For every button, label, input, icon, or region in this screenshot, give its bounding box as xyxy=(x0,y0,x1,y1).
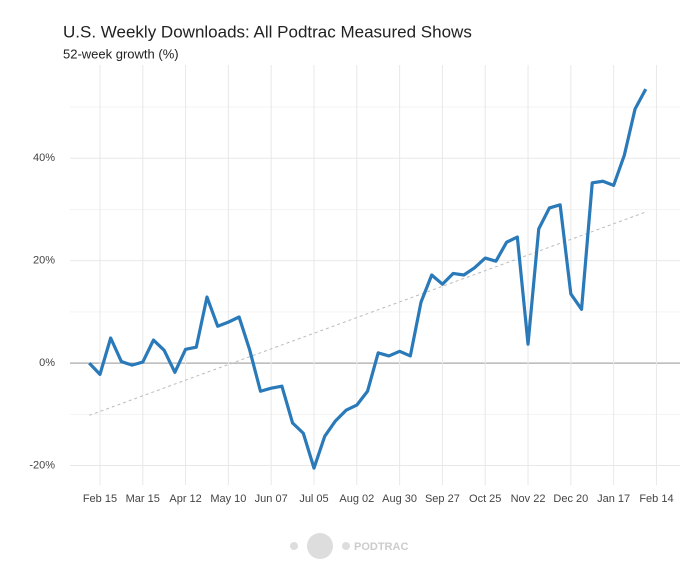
logo-dot xyxy=(342,542,350,550)
x-tick-label: Apr 12 xyxy=(169,493,201,505)
y-tick-label: 40% xyxy=(33,152,55,164)
x-tick-label: Jan 17 xyxy=(597,493,630,505)
chart-title: U.S. Weekly Downloads: All Podtrac Measu… xyxy=(63,22,472,41)
y-tick-label: 20% xyxy=(33,255,55,267)
x-tick-label: Feb 14 xyxy=(639,493,673,505)
x-tick-label: Feb 15 xyxy=(83,493,117,505)
trend-line xyxy=(89,211,646,416)
logo-circle xyxy=(307,533,333,559)
series-line xyxy=(88,88,648,470)
logo-dot xyxy=(290,542,298,550)
x-tick-label: Aug 30 xyxy=(382,493,417,505)
footer-text: PODTRAC xyxy=(354,541,408,553)
x-tick-label: Nov 22 xyxy=(511,493,546,505)
x-tick-label: Jul 05 xyxy=(299,493,328,505)
x-tick-label: Dec 20 xyxy=(553,493,588,505)
x-tick-label: Sep 27 xyxy=(425,493,460,505)
x-tick-label: Jun 07 xyxy=(255,493,288,505)
x-tick-label: Mar 15 xyxy=(126,493,160,505)
y-tick-label: 0% xyxy=(39,357,55,369)
x-tick-label: Aug 02 xyxy=(339,493,374,505)
y-tick-label: -20% xyxy=(29,459,55,471)
x-tick-label: May 10 xyxy=(210,493,246,505)
x-tick-label: Oct 25 xyxy=(469,493,501,505)
chart-subtitle: 52-week growth (%) xyxy=(63,46,179,61)
footer-logo: PODTRAC xyxy=(290,533,408,559)
